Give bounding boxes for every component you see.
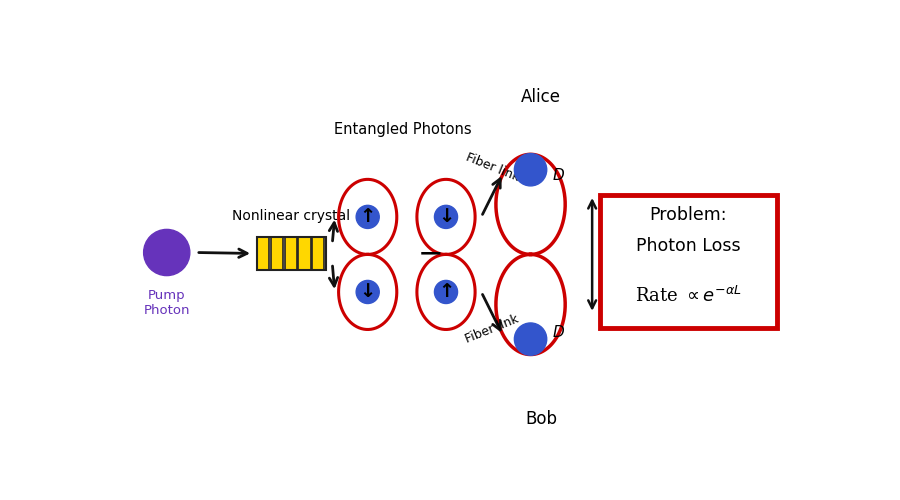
Circle shape (515, 154, 546, 186)
Text: Nonlinear crystal: Nonlinear crystal (232, 209, 350, 223)
Circle shape (515, 323, 546, 356)
Circle shape (435, 206, 457, 229)
Bar (299, 237, 310, 270)
Circle shape (144, 230, 190, 276)
Text: ↓: ↓ (437, 208, 454, 227)
FancyBboxPatch shape (599, 194, 777, 328)
Circle shape (356, 280, 379, 303)
Bar (312, 237, 325, 270)
Text: Pump
Photon: Pump Photon (143, 290, 190, 318)
Circle shape (435, 280, 457, 303)
Text: D: D (553, 326, 564, 340)
Bar (256, 237, 269, 270)
Circle shape (356, 206, 379, 229)
Bar (284, 237, 297, 270)
Text: ↓: ↓ (359, 282, 376, 302)
Bar (256, 237, 326, 270)
Text: −: − (418, 240, 443, 269)
Text: Fiber link: Fiber link (464, 151, 521, 184)
Text: Rate $\propto e^{-\alpha L}$: Rate $\propto e^{-\alpha L}$ (634, 286, 742, 306)
Text: Fiber link: Fiber link (464, 313, 521, 346)
Text: ↑: ↑ (437, 282, 454, 302)
Text: ↑: ↑ (359, 208, 376, 227)
Text: Alice: Alice (521, 88, 561, 106)
Text: Bob: Bob (525, 410, 557, 428)
Text: Photon Loss: Photon Loss (636, 237, 741, 255)
Bar (271, 237, 283, 270)
Text: Entangled Photons: Entangled Photons (334, 122, 472, 137)
Text: L: L (604, 246, 613, 264)
Text: Problem:: Problem: (650, 206, 727, 224)
Text: D: D (553, 168, 564, 184)
